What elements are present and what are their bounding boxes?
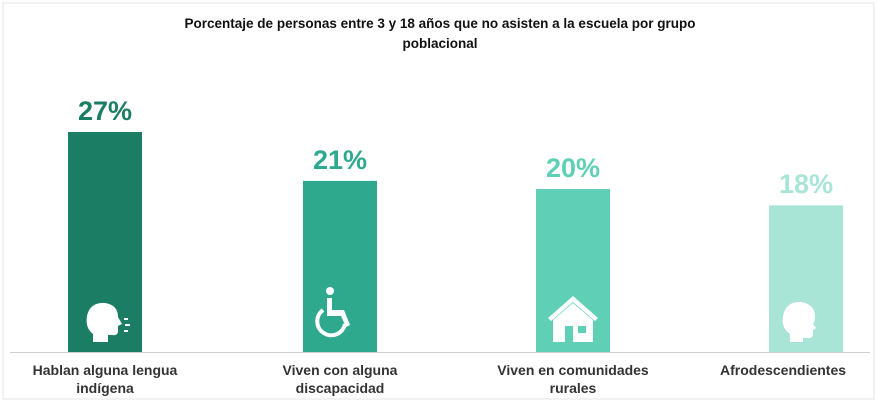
category-label: Hablan alguna lengua indígena — [32, 362, 178, 396]
bar — [303, 180, 377, 352]
icon-wheelchair-wheel — [315, 308, 347, 338]
icon-speak-wave — [124, 330, 128, 332]
value-label: 18% — [778, 169, 834, 200]
chart-title: Porcentaje de personas entre 3 y 18 años… — [184, 16, 696, 51]
value-label: 20% — [545, 153, 601, 184]
icon-house — [553, 303, 593, 342]
icon-speak-wave — [125, 324, 130, 326]
icon-house-roof — [548, 296, 598, 321]
category-label: Viven en comunidades rurales — [497, 362, 649, 396]
category-label: Afrodescendientes — [720, 362, 847, 378]
icon-speak — [86, 302, 122, 342]
icons — [86, 287, 816, 342]
value-label: 21% — [312, 144, 368, 175]
value-label: 27% — [77, 96, 133, 126]
icon-head — [782, 301, 816, 342]
icon-wheelchair-head — [326, 287, 334, 295]
category-label: Viven con alguna discapacidad — [282, 362, 398, 396]
bars — [68, 132, 843, 352]
icon-speak-wave — [124, 318, 128, 320]
icon-wheelchair-body — [327, 298, 350, 327]
